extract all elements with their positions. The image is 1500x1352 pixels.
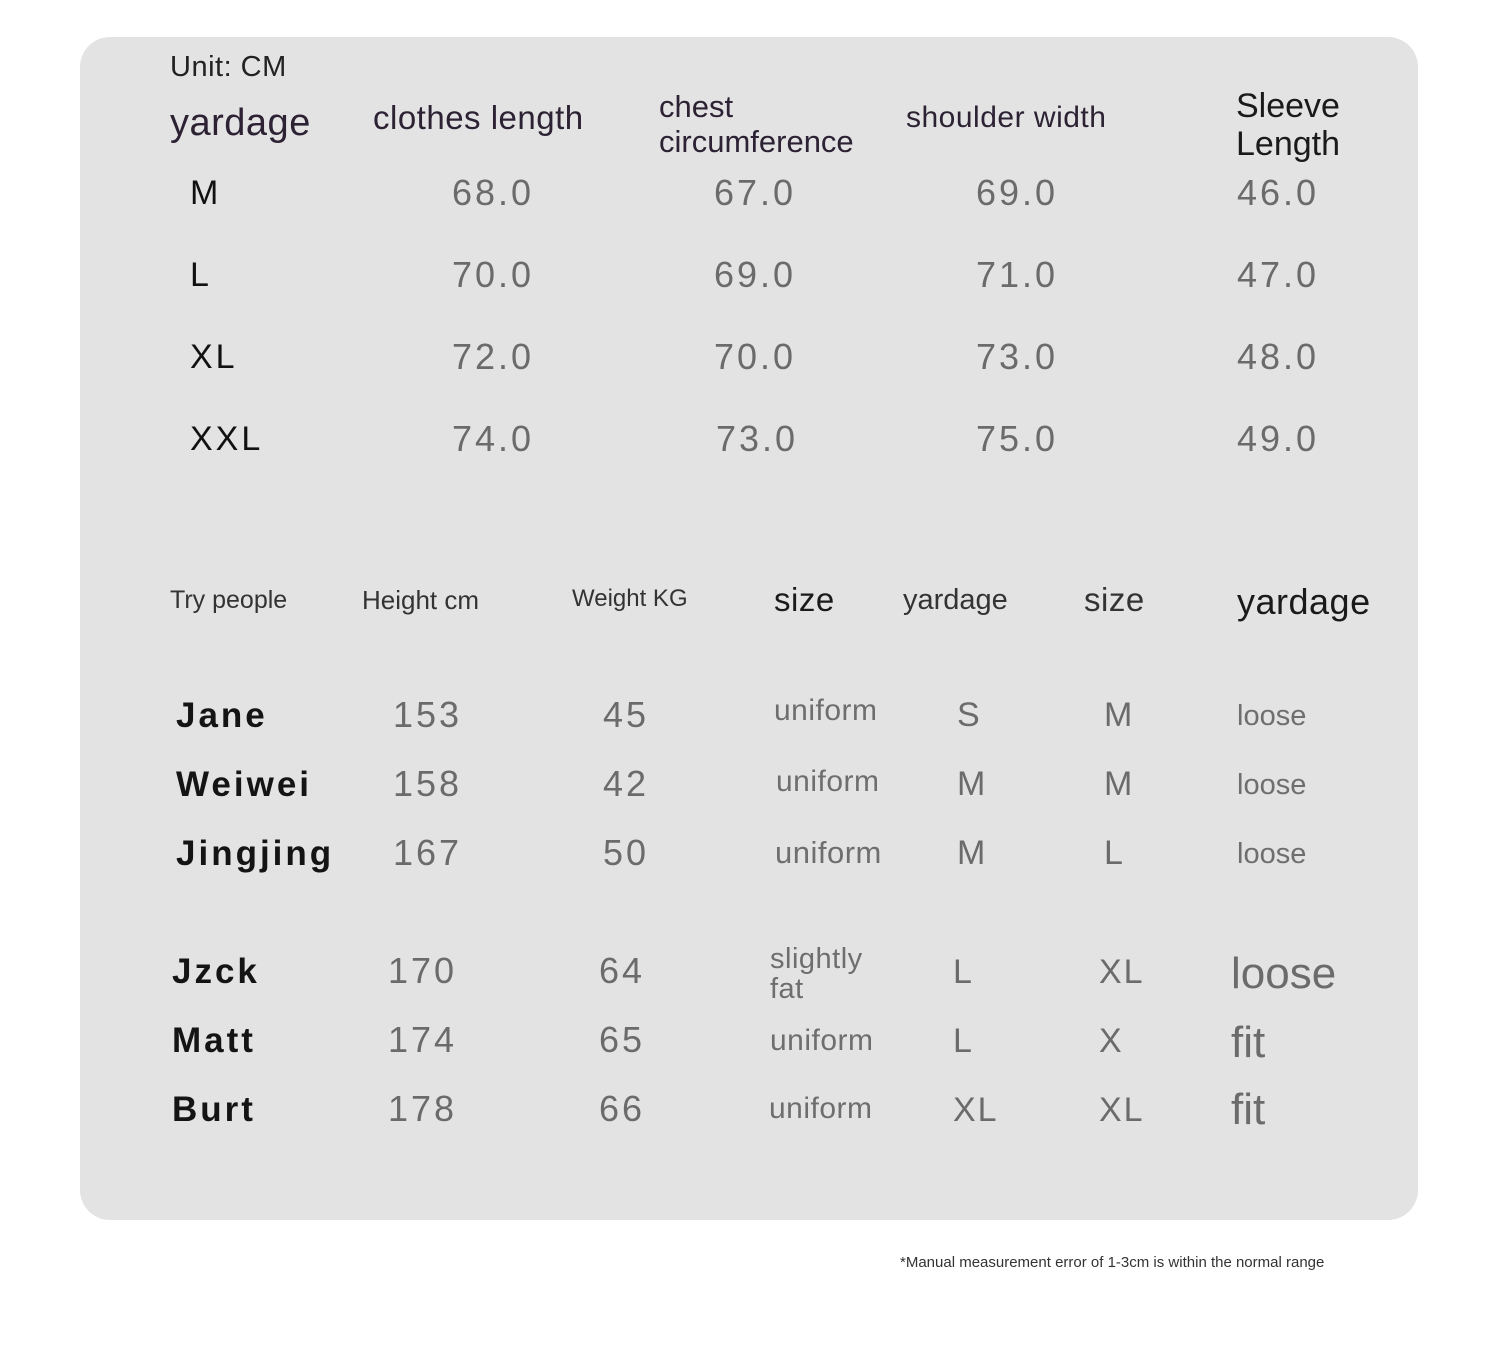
weight-cell: 45 <box>603 694 650 735</box>
chest-cell: 67.0 <box>714 172 797 213</box>
person-name: Jzck <box>172 952 260 991</box>
build-cell: uniform <box>769 1092 873 1125</box>
sleeve-cell: 49.0 <box>1237 418 1320 459</box>
header-chest-circumference: chest circumference <box>659 89 854 160</box>
header-weight: Weight KG <box>572 585 688 612</box>
shoulder-cell: 69.0 <box>976 172 1059 213</box>
shoulder-cell: 75.0 <box>976 418 1059 459</box>
height-cell: 178 <box>388 1088 458 1129</box>
yardage-cell: M <box>957 834 988 872</box>
clothes-length-cell: 70.0 <box>452 254 535 295</box>
size-cell: XXL <box>190 420 264 458</box>
person-name: Matt <box>172 1021 256 1060</box>
fit-cell: loose <box>1237 838 1307 870</box>
person-name: Weiwei <box>176 765 313 804</box>
chest-cell: 70.0 <box>714 336 797 377</box>
weight-cell: 65 <box>599 1019 646 1060</box>
header-yardage-1: yardage <box>903 584 1008 616</box>
size-chart-card <box>80 37 1418 1220</box>
clothes-length-cell: 74.0 <box>452 418 535 459</box>
person-name: Jane <box>176 696 268 735</box>
height-cell: 158 <box>393 763 463 804</box>
yardage-cell: M <box>957 765 988 803</box>
weight-cell: 42 <box>603 763 650 804</box>
measurement-footnote: *Manual measurement error of 1-3cm is wi… <box>900 1254 1325 1271</box>
header-yardage-2: yardage <box>1237 581 1371 622</box>
header-try-people: Try people <box>170 586 288 614</box>
clothes-length-cell: 68.0 <box>452 172 535 213</box>
sleeve-cell: 46.0 <box>1237 172 1320 213</box>
person-name: Burt <box>172 1090 256 1129</box>
header-shoulder-width: shoulder width <box>906 101 1107 134</box>
fit-cell: loose <box>1231 949 1337 998</box>
header-sleeve-length: Sleeve Length <box>1236 87 1340 164</box>
clothes-length-cell: 72.0 <box>452 336 535 377</box>
shoulder-cell: 71.0 <box>976 254 1059 295</box>
size-cell: X <box>1099 1022 1124 1060</box>
build-cell: uniform <box>770 1024 874 1057</box>
build-cell: slightly fat <box>770 943 863 1006</box>
yardage-cell: L <box>953 953 974 991</box>
height-cell: 153 <box>393 694 463 735</box>
size-cell: XL <box>190 338 238 376</box>
fit-cell: loose <box>1237 700 1307 732</box>
height-cell: 174 <box>388 1019 458 1060</box>
fit-cell: fit <box>1231 1018 1266 1067</box>
size-cell: XL <box>1099 1091 1145 1129</box>
size-cell: XL <box>1099 953 1145 991</box>
weight-cell: 66 <box>599 1088 646 1129</box>
build-cell: uniform <box>775 835 882 870</box>
size-cell: L <box>1104 834 1125 872</box>
header-yardage: yardage <box>170 102 311 144</box>
chest-cell: 69.0 <box>714 254 797 295</box>
size-cell: M <box>1104 765 1135 803</box>
fit-cell: loose <box>1237 769 1307 801</box>
height-cell: 167 <box>393 832 463 873</box>
header-height: Height cm <box>362 585 480 615</box>
size-cell: M <box>190 174 222 212</box>
header-size-2: size <box>1084 581 1145 618</box>
person-name: Jingjing <box>176 834 335 873</box>
chest-cell: 73.0 <box>716 418 799 459</box>
header-clothes-length: clothes length <box>373 99 584 136</box>
size-cell: L <box>190 256 212 294</box>
build-cell: uniform <box>776 765 880 798</box>
size-cell: M <box>1104 696 1135 734</box>
yardage-cell: XL <box>953 1091 999 1129</box>
build-cell: uniform <box>774 694 878 727</box>
sleeve-cell: 48.0 <box>1237 336 1320 377</box>
weight-cell: 50 <box>603 832 650 873</box>
fit-cell: fit <box>1231 1085 1266 1134</box>
height-cell: 170 <box>388 950 458 991</box>
yardage-cell: S <box>957 696 982 734</box>
weight-cell: 64 <box>599 950 646 991</box>
sleeve-cell: 47.0 <box>1237 254 1320 295</box>
yardage-cell: L <box>953 1022 974 1060</box>
unit-label: Unit: CM <box>170 51 287 83</box>
shoulder-cell: 73.0 <box>976 336 1059 377</box>
header-size-1: size <box>774 581 835 618</box>
